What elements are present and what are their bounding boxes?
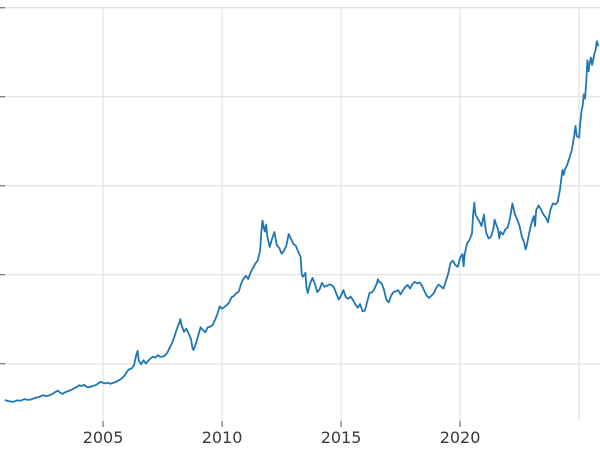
x-tick-label: 2005 [83, 428, 124, 447]
x-tick-label: 2020 [440, 428, 481, 447]
x-tick-label: 2015 [321, 428, 362, 447]
x-tick-label: 2010 [202, 428, 243, 447]
price-series-line [4, 40, 599, 403]
